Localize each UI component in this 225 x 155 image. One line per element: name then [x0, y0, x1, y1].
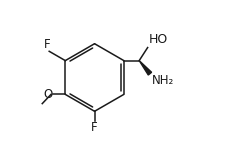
Text: F: F	[44, 38, 51, 51]
Text: NH₂: NH₂	[151, 74, 173, 87]
Polygon shape	[139, 61, 151, 75]
Text: O: O	[43, 88, 52, 101]
Text: F: F	[91, 121, 97, 134]
Text: HO: HO	[148, 33, 167, 46]
